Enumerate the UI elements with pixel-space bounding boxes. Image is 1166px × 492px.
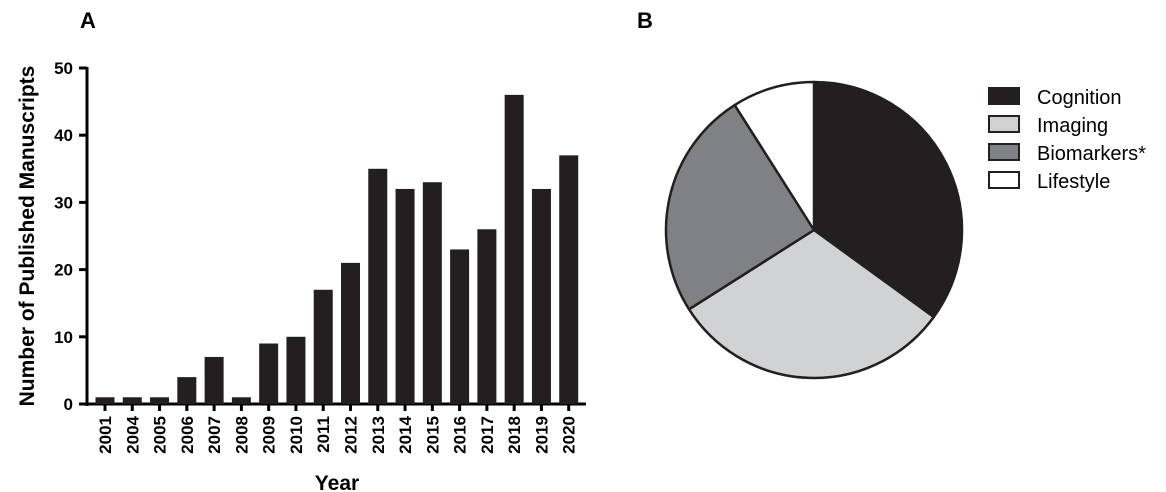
legend-label: Imaging [1037,115,1108,137]
x-tick-label-2010: 2010 [287,416,306,454]
bar-2011 [314,290,333,404]
bar-2015 [423,182,442,404]
x-tick-label-2004: 2004 [123,415,142,453]
x-tick-label-2007: 2007 [205,416,224,454]
bar-2012 [341,263,360,404]
bar-2014 [396,189,415,404]
y-tick-label: 20 [54,261,73,280]
legend-label: Cognition [1037,87,1122,109]
legend-swatch [989,88,1019,104]
x-tick-label-2018: 2018 [505,416,524,454]
y-axis-title: Number of Published Manuscripts [16,66,39,407]
legend-label: Biomarkers* [1037,143,1146,165]
bar-2008 [232,397,251,404]
bar-2005 [150,397,169,404]
bar-2010 [286,337,305,404]
bar-2016 [450,249,469,404]
legend-label: Lifestyle [1037,171,1110,193]
bar-chart: 0 10 20 30 40 50 2001 2004 2005 2006 2007 2008 2009 2… [54,59,586,454]
pie-legend: Cognition Imaging Biomarkers* Lifestyle [989,87,1146,193]
bar-2004 [123,397,142,404]
x-tick-label-2012: 2012 [342,416,361,454]
x-tick-label-2016: 2016 [451,416,470,454]
x-axis-title: Year [315,472,359,492]
panel-label-b: B [637,8,653,33]
y-tick-label: 50 [54,59,73,78]
bar-2017 [477,229,496,404]
x-tick-label-2011: 2011 [314,416,333,453]
y-tick-label: 30 [54,193,73,212]
bar-2018 [505,95,524,404]
legend-swatch [989,116,1019,132]
x-tick-label-2014: 2014 [396,415,415,453]
x-tick-label-2013: 2013 [369,416,388,454]
x-tick-label-2009: 2009 [260,416,279,454]
bar-2006 [177,377,196,404]
legend-swatch [989,144,1019,160]
x-tick-label-2019: 2019 [532,416,551,454]
x-tick-label-2008: 2008 [232,416,251,454]
bar-2007 [205,357,224,404]
y-tick-label: 0 [64,395,73,414]
bar-2013 [368,169,387,404]
x-tick-label-2001: 2001 [96,416,115,454]
x-tick-label-2005: 2005 [151,416,170,454]
x-tick-label-2017: 2017 [478,416,497,454]
x-tick-label-2006: 2006 [178,416,197,454]
bar-2001 [96,397,115,404]
bar-2019 [532,189,551,404]
bar-2020 [559,155,578,404]
legend-swatch [989,172,1019,188]
pie-chart [666,82,962,378]
y-tick-label: 40 [54,126,73,145]
x-tick-label-2015: 2015 [423,416,442,454]
panel-label-a: A [80,8,96,33]
bar-2009 [259,344,278,404]
y-tick-label: 10 [54,328,73,347]
x-tick-label-2020: 2020 [560,416,579,454]
